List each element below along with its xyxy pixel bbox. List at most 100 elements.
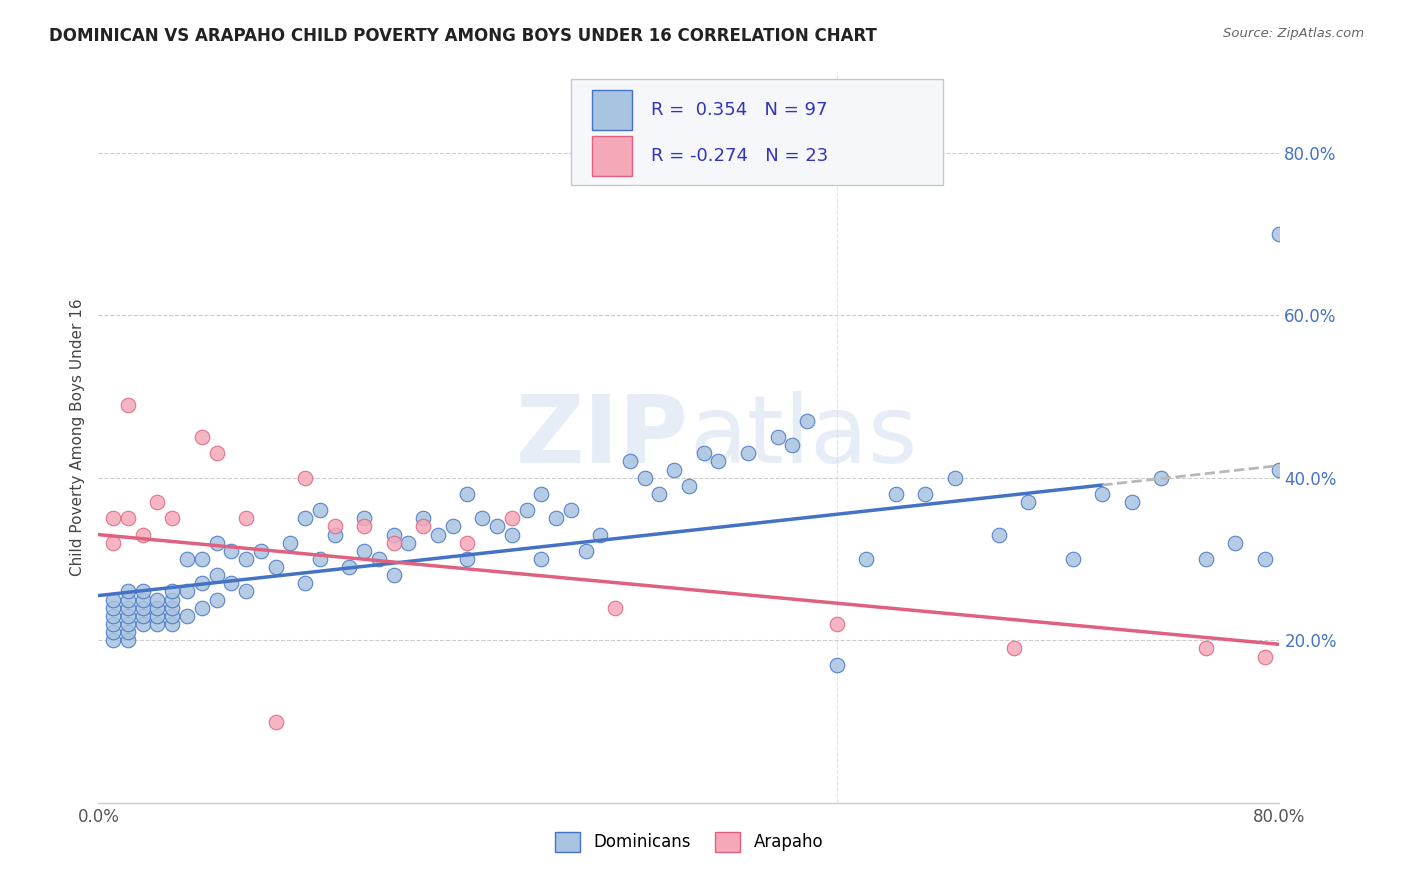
Point bbox=[117, 608, 139, 623]
Point bbox=[264, 714, 287, 729]
Point bbox=[117, 617, 139, 632]
Point bbox=[1268, 462, 1291, 476]
Point bbox=[605, 600, 627, 615]
Point bbox=[1018, 495, 1040, 509]
Point bbox=[132, 584, 155, 599]
Point bbox=[353, 511, 375, 525]
Point bbox=[1195, 552, 1218, 566]
Point bbox=[235, 584, 257, 599]
Point bbox=[221, 576, 243, 591]
Point bbox=[1150, 471, 1173, 485]
Point bbox=[457, 535, 479, 549]
Point bbox=[1268, 227, 1291, 241]
Point bbox=[221, 544, 243, 558]
Point bbox=[103, 535, 125, 549]
Point bbox=[117, 600, 139, 615]
Point bbox=[323, 527, 346, 541]
Point bbox=[368, 552, 391, 566]
Point bbox=[162, 584, 183, 599]
Point bbox=[1254, 552, 1277, 566]
Point bbox=[516, 503, 538, 517]
Text: ZIP: ZIP bbox=[516, 391, 689, 483]
Point bbox=[398, 535, 420, 549]
Point bbox=[1254, 649, 1277, 664]
Point bbox=[914, 487, 936, 501]
Point bbox=[205, 535, 228, 549]
Point bbox=[250, 544, 273, 558]
Point bbox=[737, 446, 759, 460]
Point bbox=[693, 446, 716, 460]
Point bbox=[943, 471, 966, 485]
Text: atlas: atlas bbox=[689, 391, 917, 483]
Point bbox=[825, 657, 848, 672]
Point bbox=[132, 600, 155, 615]
Point bbox=[309, 552, 332, 566]
Point bbox=[132, 592, 155, 607]
Point bbox=[103, 592, 125, 607]
Point bbox=[560, 503, 582, 517]
FancyBboxPatch shape bbox=[571, 78, 943, 185]
Point bbox=[176, 552, 198, 566]
Text: Source: ZipAtlas.com: Source: ZipAtlas.com bbox=[1223, 27, 1364, 40]
Point bbox=[353, 544, 375, 558]
Bar bbox=[592, 136, 633, 176]
Point bbox=[530, 487, 553, 501]
Point bbox=[132, 617, 155, 632]
Point bbox=[309, 503, 332, 517]
Point bbox=[103, 511, 125, 525]
Point bbox=[294, 511, 316, 525]
Point bbox=[162, 592, 183, 607]
Point bbox=[162, 617, 183, 632]
Point bbox=[176, 584, 198, 599]
Point bbox=[205, 592, 228, 607]
Point bbox=[501, 511, 523, 525]
Point bbox=[103, 600, 125, 615]
Point bbox=[796, 414, 818, 428]
Point bbox=[457, 487, 479, 501]
Y-axis label: Child Poverty Among Boys Under 16: Child Poverty Among Boys Under 16 bbox=[69, 298, 84, 576]
Point bbox=[589, 527, 612, 541]
Point bbox=[117, 625, 139, 640]
Point bbox=[486, 519, 509, 533]
Point bbox=[988, 527, 1011, 541]
Point bbox=[176, 608, 198, 623]
Point bbox=[1062, 552, 1084, 566]
Point bbox=[146, 592, 169, 607]
Point bbox=[339, 560, 361, 574]
Point bbox=[1121, 495, 1143, 509]
Point bbox=[766, 430, 789, 444]
Point bbox=[664, 462, 686, 476]
Point bbox=[103, 625, 125, 640]
Point bbox=[103, 633, 125, 648]
Point bbox=[294, 471, 316, 485]
Point bbox=[146, 600, 169, 615]
Point bbox=[117, 592, 139, 607]
Point bbox=[117, 633, 139, 648]
Point bbox=[132, 527, 155, 541]
Point bbox=[546, 511, 568, 525]
Point bbox=[162, 608, 183, 623]
Point bbox=[1195, 641, 1218, 656]
Point bbox=[205, 446, 228, 460]
Point bbox=[825, 617, 848, 632]
Point bbox=[117, 398, 139, 412]
Point bbox=[117, 584, 139, 599]
Point bbox=[191, 600, 214, 615]
Point bbox=[457, 552, 479, 566]
Point bbox=[648, 487, 671, 501]
Point bbox=[884, 487, 907, 501]
Point bbox=[427, 527, 450, 541]
Point bbox=[707, 454, 730, 468]
Point bbox=[471, 511, 494, 525]
Point bbox=[634, 471, 657, 485]
Point bbox=[353, 519, 375, 533]
Point bbox=[146, 617, 169, 632]
Point bbox=[162, 600, 183, 615]
Point bbox=[191, 552, 214, 566]
Point bbox=[235, 511, 257, 525]
Point bbox=[323, 519, 346, 533]
Point bbox=[205, 568, 228, 582]
Point bbox=[501, 527, 523, 541]
Point bbox=[782, 438, 804, 452]
Text: R = -0.274   N = 23: R = -0.274 N = 23 bbox=[651, 147, 828, 165]
